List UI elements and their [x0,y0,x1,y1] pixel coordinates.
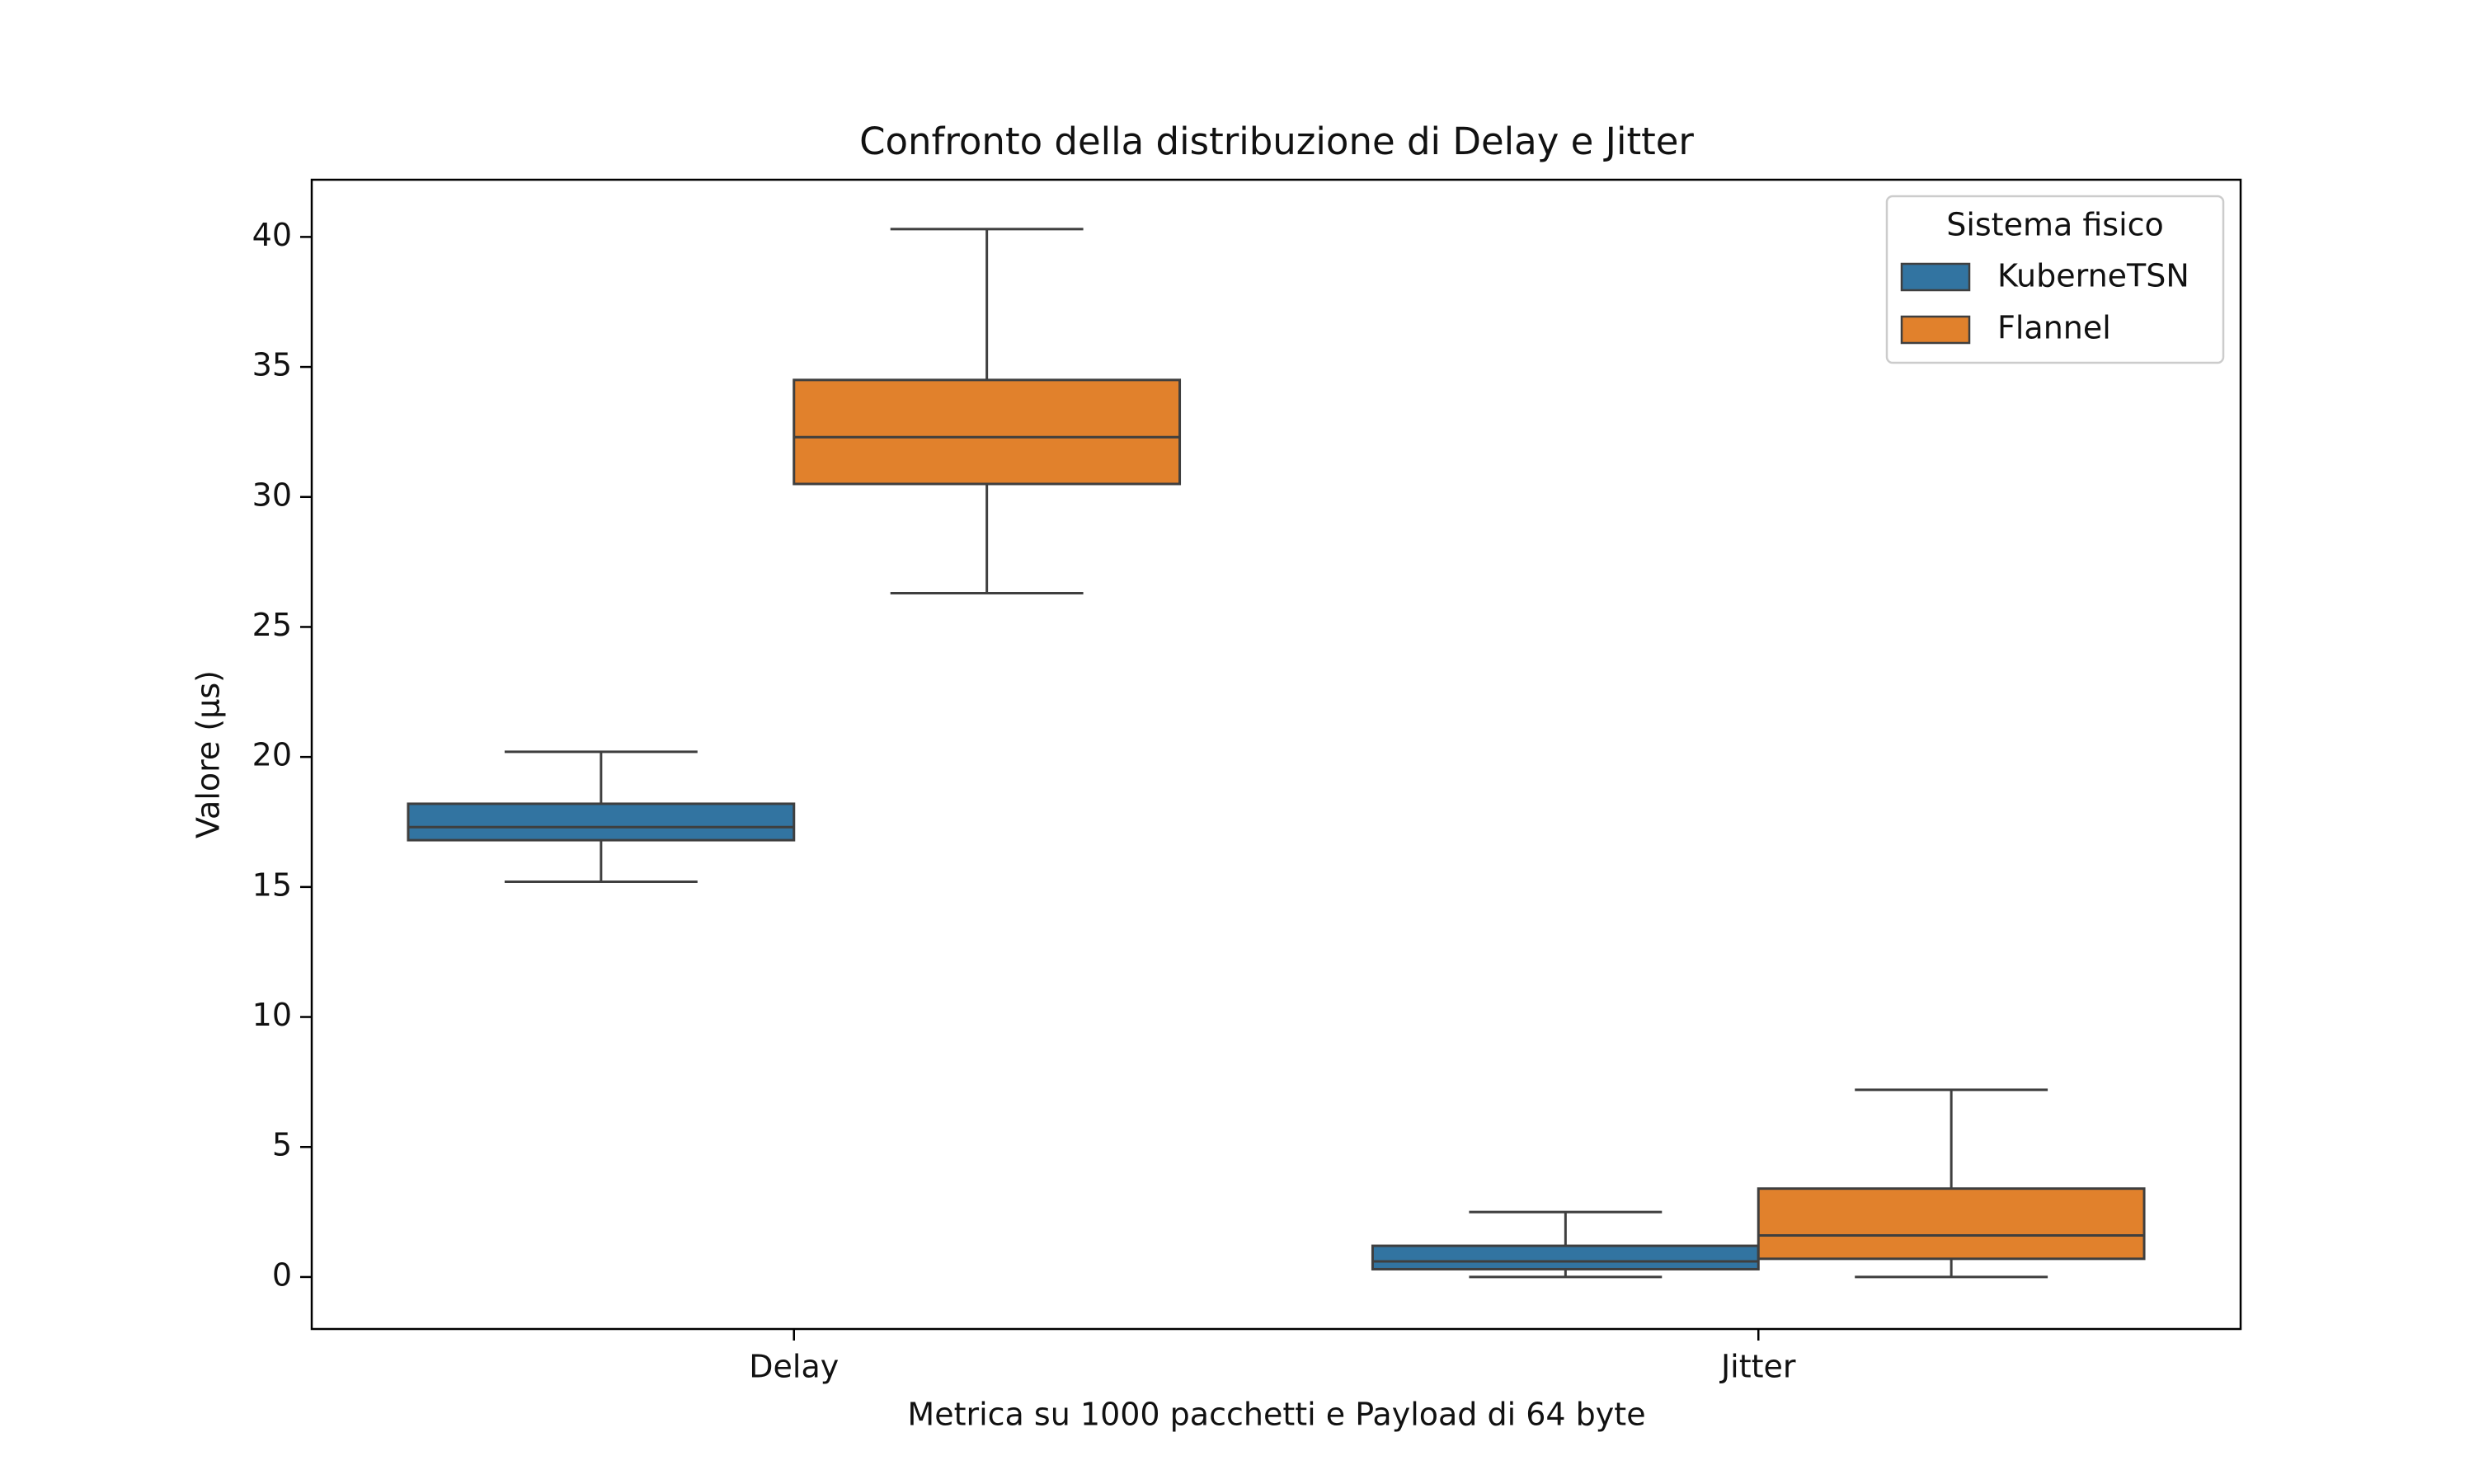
box-iqr [407,802,796,842]
y-tick-label: 15 [252,866,292,903]
y-tick-label: 5 [272,1127,292,1163]
axes-frame [310,178,2242,1331]
box-kubernetsn-jitter [1371,1210,1760,1279]
y-axis-label: Valore (μs) [190,670,227,838]
y-tick-label: 30 [252,477,292,513]
chart-title: Confronto della distribuzione di Delay e… [859,120,1694,163]
x-tick-label-delay: Delay [749,1349,839,1385]
y-tick-label: 10 [252,997,292,1033]
x-tick-label-jitter: Jitter [1719,1349,1796,1385]
box-iqr [1757,1187,2146,1261]
box-flannel-jitter [1757,1088,2146,1279]
legend-label-kubernetsn: KuberneTSN [1997,258,2189,294]
x-axis: Delay Jitter [749,1329,1796,1385]
legend-label-flannel: Flannel [1997,310,2111,346]
x-axis-label: Metrica su 1000 pacchetti e Payload di 6… [907,1397,1645,1433]
legend-title: Sistema fisico [1946,207,2164,243]
y-axis: 0 5 10 15 20 25 30 35 40 [252,217,312,1293]
legend-frame [1885,195,2225,364]
y-tick-label: 25 [252,607,292,643]
box-iqr [1371,1244,1760,1270]
box-iqr [793,378,1182,486]
y-tick-label: 40 [252,217,292,253]
plot-area [407,228,2146,1279]
box-flannel-delay [793,228,1182,594]
legend: Sistema fisico KuberneTSN Flannel [1885,195,2225,364]
y-tick-label: 35 [252,347,292,383]
y-tick-label: 0 [272,1256,292,1293]
legend-swatch-flannel [1900,315,1971,345]
box-kubernetsn-delay [407,750,796,884]
legend-swatch-kubernetsn [1900,262,1971,292]
y-tick-label: 20 [252,737,292,773]
